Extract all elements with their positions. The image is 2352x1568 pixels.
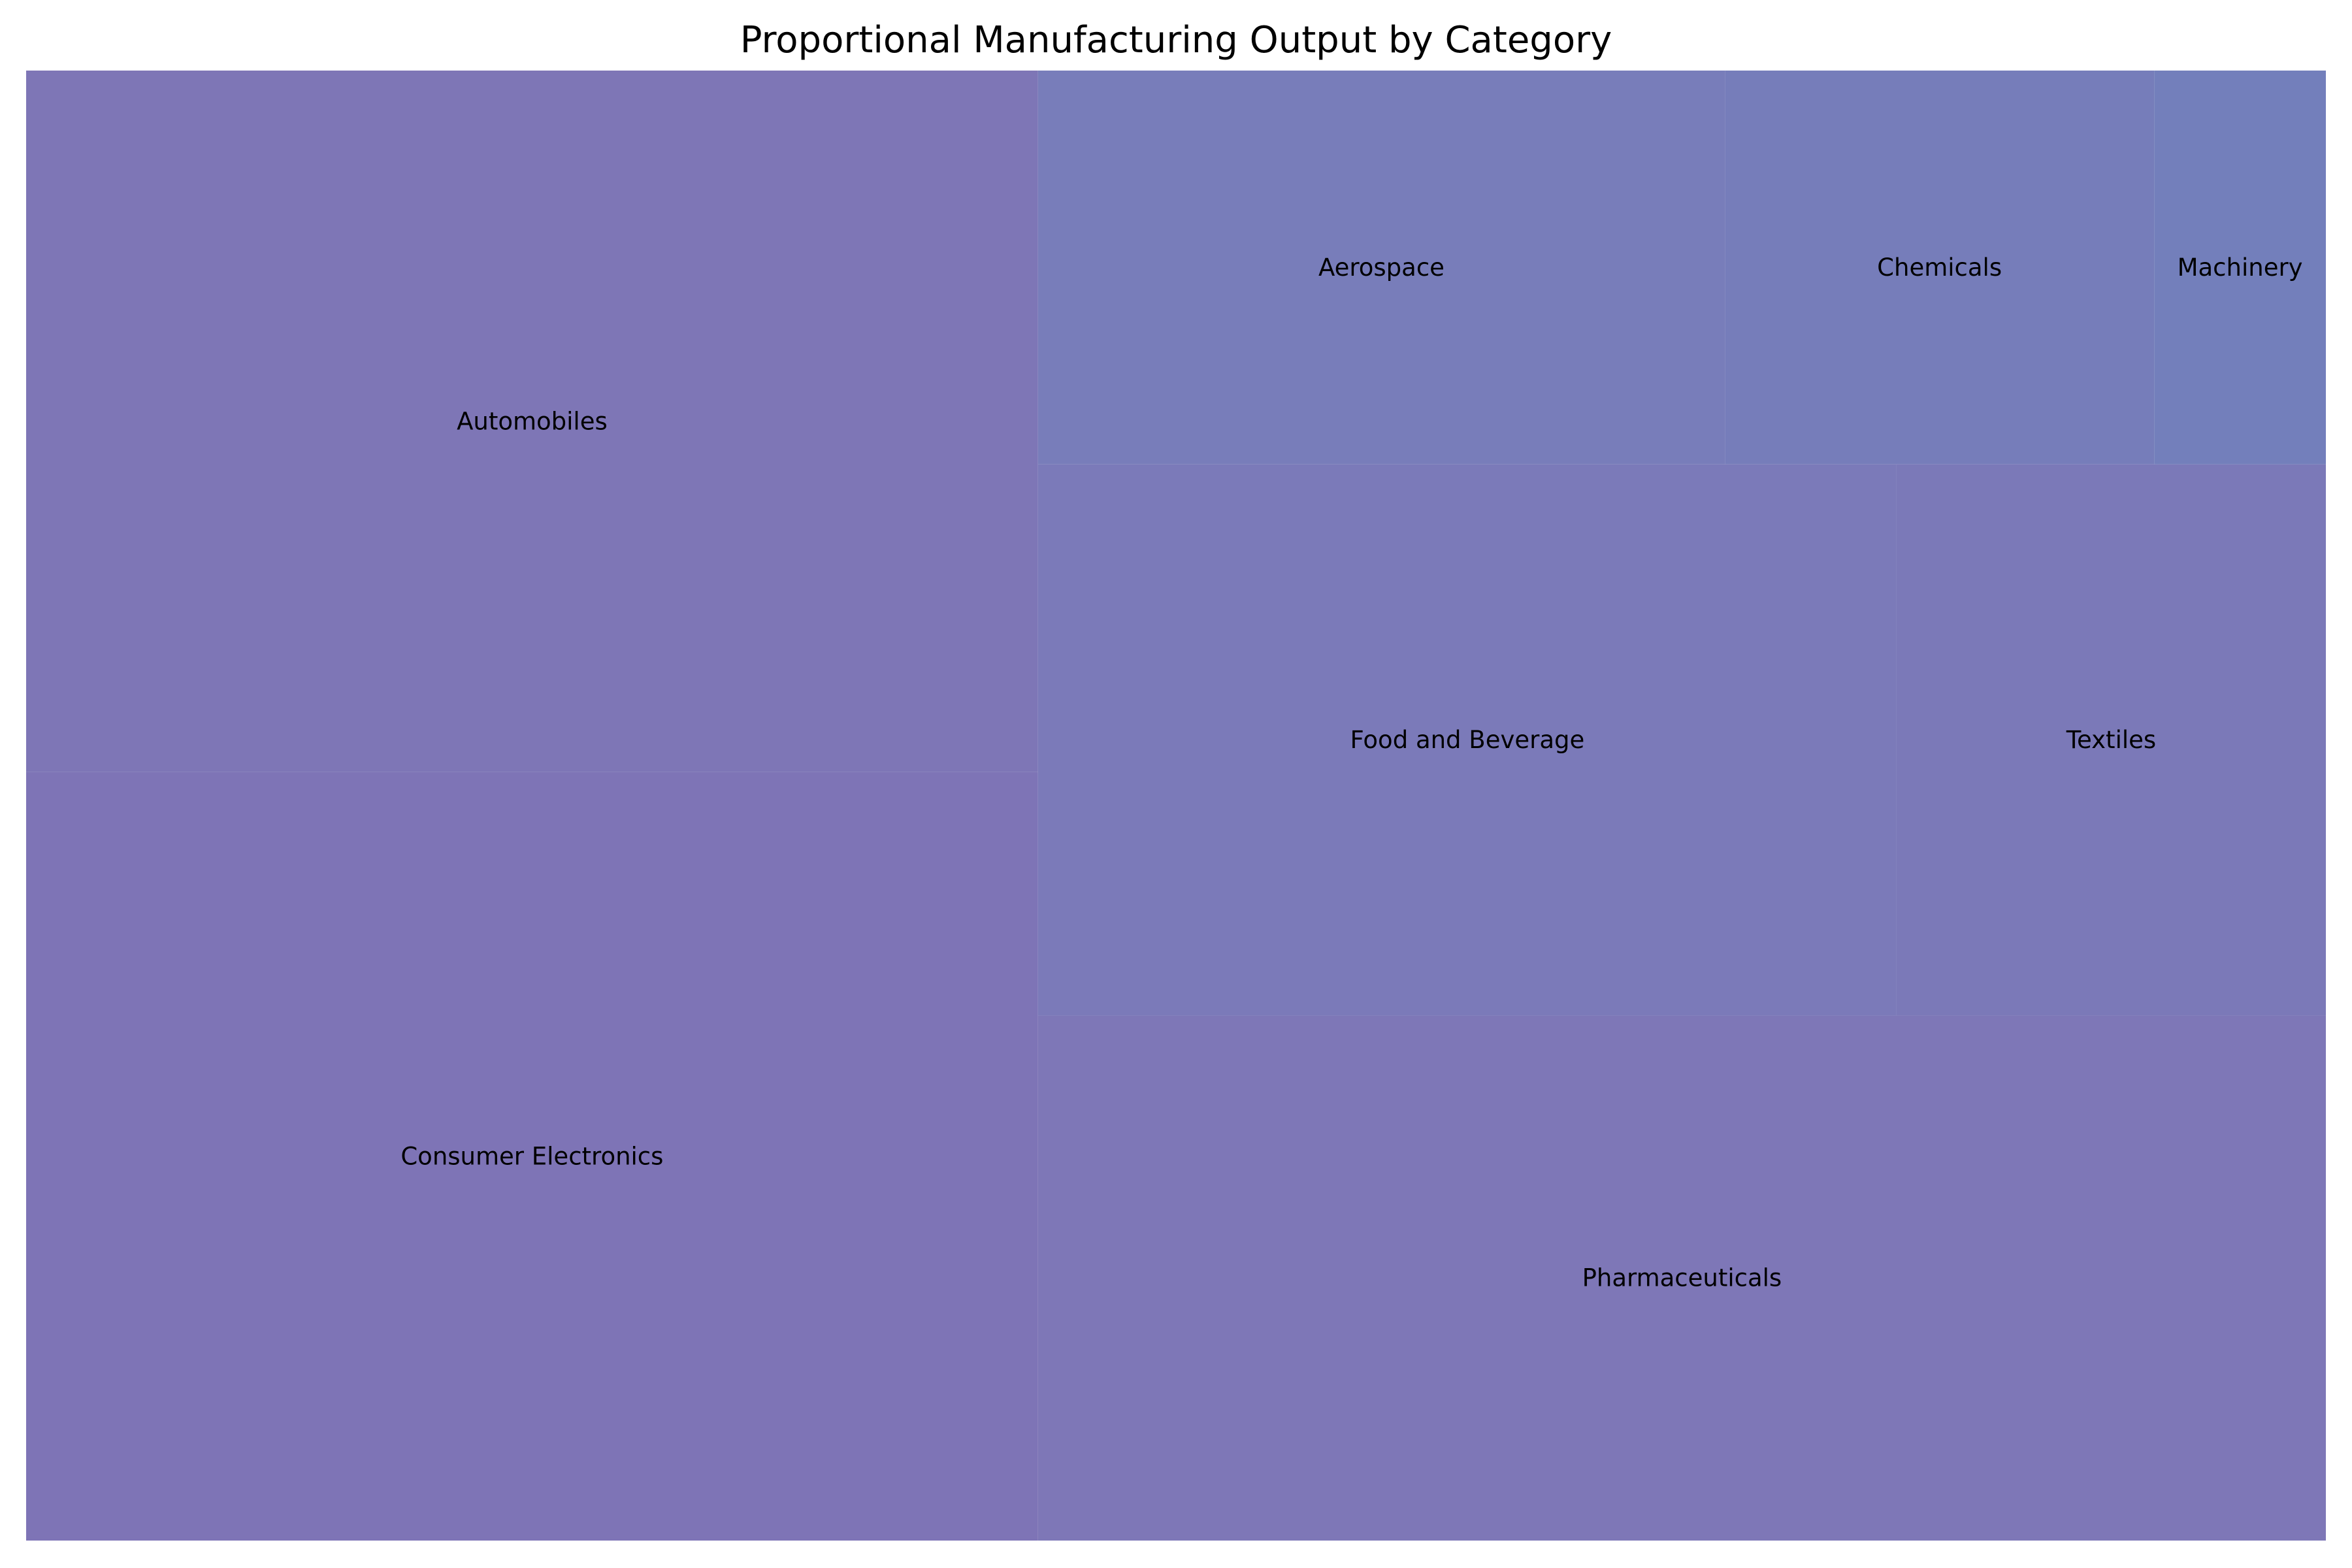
tile-label-aerospace: Aerospace [1318,253,1445,282]
tile-label-chemicals: Chemicals [1877,253,2002,282]
tile-label-automobiles: Automobiles [457,407,608,435]
tile-label-textiles: Textiles [2066,726,2156,754]
tile-label-machinery: Machinery [2178,253,2303,282]
treemap-tiles: Automobiles Consumer Electronics Aerospace… [26,71,2326,1541]
tile-label-pharmaceuticals: Pharmaceuticals [1582,1264,1782,1292]
tile-label-consumer-electronics: Consumer Electronics [400,1142,663,1170]
chart-title: Proportional Manufacturing Output by Cat… [740,19,1612,61]
tile-label-food-and-beverage: Food and Beverage [1350,726,1584,754]
